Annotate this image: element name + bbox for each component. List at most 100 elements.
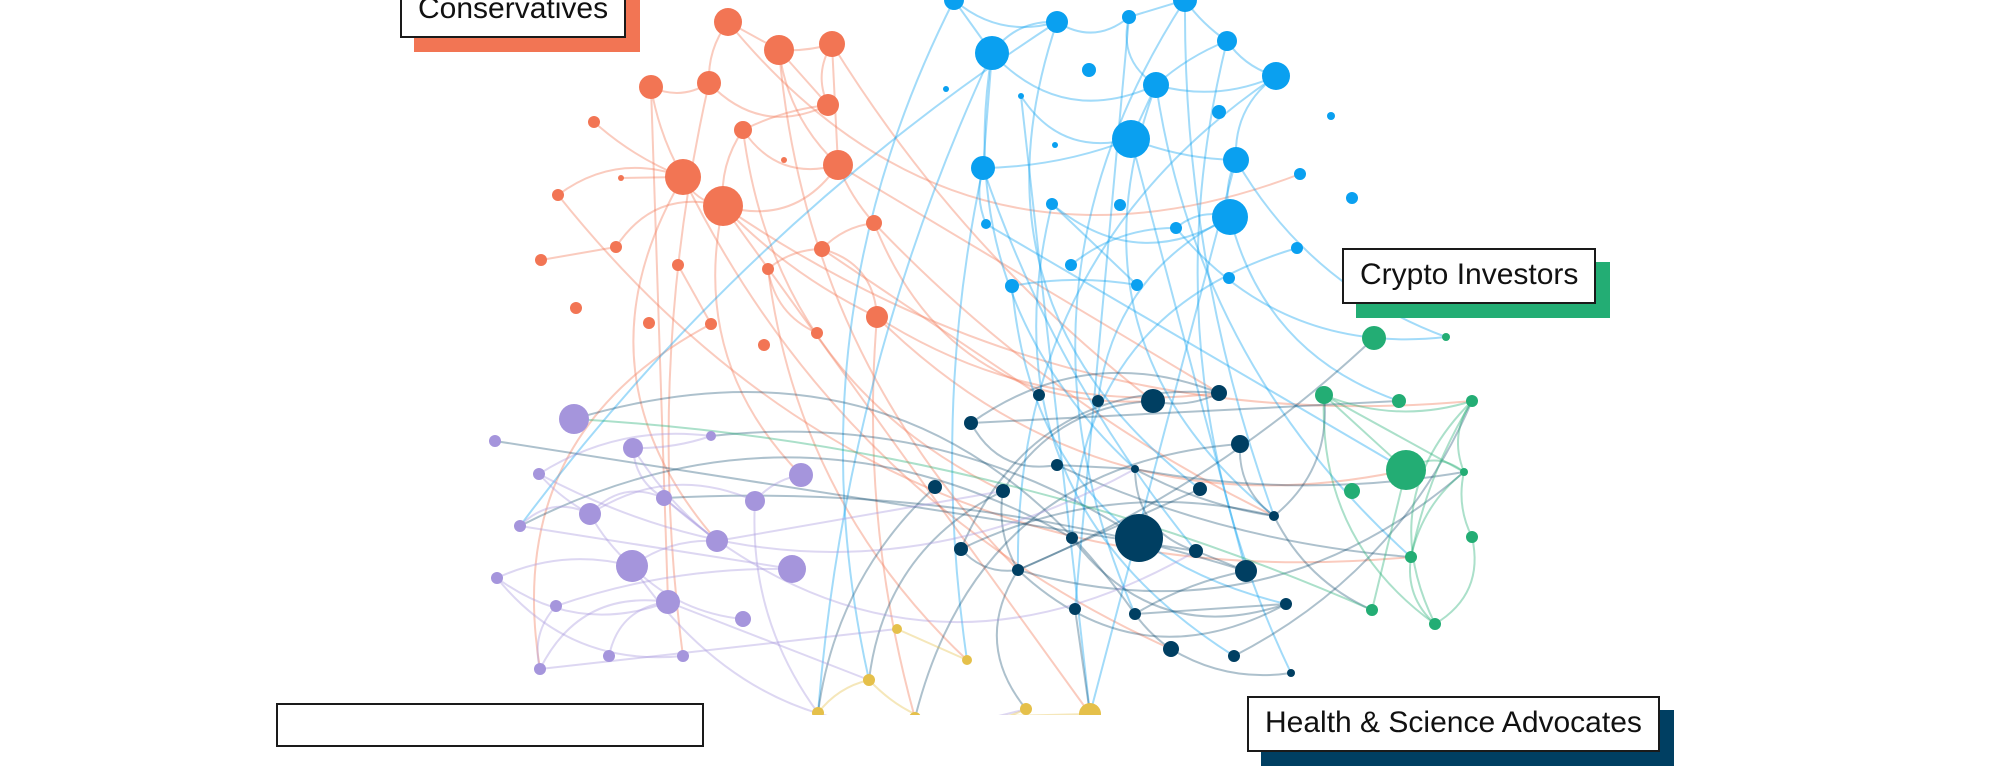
conservative-node bbox=[734, 121, 752, 139]
conservative-node bbox=[570, 302, 582, 314]
blue-node bbox=[1223, 272, 1235, 284]
network-edge bbox=[914, 443, 1241, 715]
blue-node bbox=[1114, 199, 1126, 211]
network-edge bbox=[1434, 536, 1476, 625]
network-edge bbox=[727, 21, 1301, 216]
network-edge bbox=[876, 316, 1220, 399]
network-edge bbox=[970, 422, 1058, 468]
yellow-node bbox=[863, 674, 875, 686]
purple-node bbox=[623, 438, 643, 458]
conservative-node bbox=[552, 189, 564, 201]
purple-node bbox=[677, 650, 689, 662]
purple-node bbox=[706, 530, 728, 552]
network-edge bbox=[817, 679, 870, 714]
yellow-node bbox=[909, 712, 921, 715]
conservatives-label-text: Conservatives bbox=[400, 0, 627, 38]
network-edge bbox=[767, 268, 968, 661]
health-node bbox=[996, 484, 1010, 498]
health-node bbox=[1066, 532, 1078, 544]
conservative-node bbox=[814, 241, 830, 257]
network-edge bbox=[632, 176, 718, 542]
network-edge bbox=[1460, 471, 1473, 538]
crypto-investors-label: Crypto Investors bbox=[1342, 248, 1611, 318]
network-edge bbox=[951, 167, 984, 661]
blue-node bbox=[1327, 112, 1335, 120]
network-edge bbox=[831, 43, 1154, 402]
conservative-node bbox=[610, 241, 622, 253]
purple-node bbox=[706, 431, 716, 441]
yellow-node bbox=[1079, 703, 1101, 715]
network-edge bbox=[573, 418, 1373, 611]
network-edge bbox=[650, 86, 669, 603]
network-edge bbox=[589, 483, 756, 515]
network-edge bbox=[1238, 443, 1275, 517]
blue-node bbox=[1217, 31, 1237, 51]
network-edge bbox=[557, 167, 684, 196]
network-edge bbox=[540, 246, 617, 261]
network-edge bbox=[555, 567, 793, 607]
health-science-advocates-label: Health & Science Advocates bbox=[1247, 696, 1674, 766]
blue-node bbox=[1005, 279, 1019, 293]
network-edge bbox=[667, 601, 870, 681]
network-edge bbox=[494, 440, 1197, 552]
yellow-node bbox=[1020, 703, 1032, 715]
network-edge bbox=[742, 129, 1004, 492]
crypto-node bbox=[1429, 618, 1441, 630]
health-node bbox=[954, 542, 968, 556]
blue-node bbox=[1346, 192, 1358, 204]
community-network-graph bbox=[489, 0, 1478, 715]
blue-node bbox=[975, 36, 1009, 70]
conservative-node bbox=[811, 327, 823, 339]
network-edge bbox=[1016, 75, 1277, 571]
blue-node bbox=[1143, 72, 1169, 98]
network-edge bbox=[1017, 488, 1201, 571]
network-edge bbox=[1410, 471, 1465, 558]
network-edge bbox=[538, 432, 712, 475]
conservative-node bbox=[697, 71, 721, 95]
network-edge bbox=[1020, 95, 1091, 715]
health-node bbox=[928, 480, 942, 494]
blue-node bbox=[1065, 259, 1077, 271]
network-edge bbox=[1233, 400, 1473, 657]
health-node bbox=[1228, 650, 1240, 662]
network-edge bbox=[632, 435, 712, 450]
conservative-node bbox=[819, 31, 845, 57]
blue-node bbox=[1170, 222, 1182, 234]
crypto-node bbox=[1392, 394, 1406, 408]
health-node bbox=[1012, 564, 1024, 576]
yellow-node bbox=[962, 655, 972, 665]
health-node bbox=[1115, 514, 1163, 562]
network-edge bbox=[1002, 713, 1091, 715]
purple-node bbox=[579, 503, 601, 525]
network-edge bbox=[710, 430, 1140, 539]
crypto-node bbox=[1315, 386, 1333, 404]
blue-node bbox=[1262, 62, 1290, 90]
purple-node bbox=[514, 520, 526, 532]
network-edge bbox=[722, 205, 1091, 715]
purple-node bbox=[735, 611, 751, 627]
blue-node bbox=[1018, 93, 1024, 99]
network-edge bbox=[1155, 84, 1412, 558]
purple-node bbox=[550, 600, 562, 612]
health-node bbox=[1231, 435, 1249, 453]
network-edge bbox=[1322, 394, 1436, 625]
network-edge bbox=[682, 176, 1172, 650]
health-node bbox=[1069, 603, 1081, 615]
network-edge bbox=[1134, 570, 1247, 615]
network-edge bbox=[1051, 203, 1138, 286]
conservative-node bbox=[817, 94, 839, 116]
blue-node bbox=[1212, 105, 1226, 119]
health-node bbox=[1193, 482, 1207, 496]
crypto-node bbox=[1344, 483, 1360, 499]
network-edge bbox=[1229, 216, 1400, 402]
conservative-node bbox=[643, 317, 655, 329]
network-edge bbox=[1410, 400, 1473, 625]
network-edge bbox=[868, 490, 1004, 681]
network-edge bbox=[496, 577, 684, 659]
network-edge bbox=[1011, 278, 1138, 287]
network-edge bbox=[1011, 285, 1287, 605]
network-edge bbox=[876, 316, 1407, 487]
network-edge bbox=[1170, 648, 1292, 677]
conservative-node bbox=[714, 8, 742, 36]
health-node bbox=[1269, 511, 1279, 521]
